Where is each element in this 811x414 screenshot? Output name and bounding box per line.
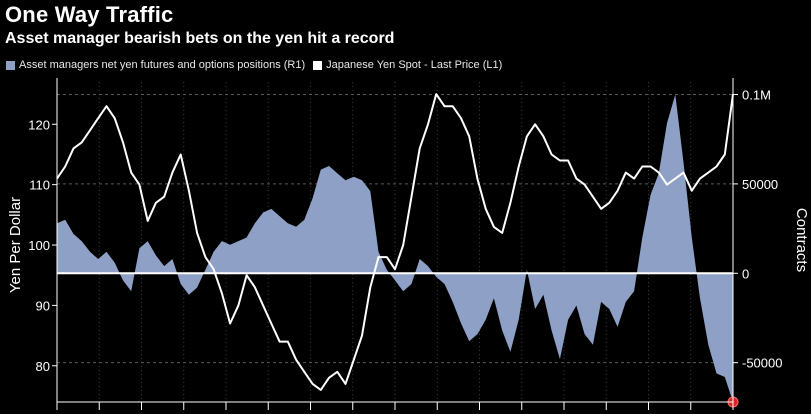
left-tick-label: 110 (29, 178, 50, 193)
right-tick-label: 50000 (742, 177, 778, 192)
left-tick-label: 100 (28, 238, 50, 253)
left-axis-title: Yen Per Dollar (7, 197, 24, 293)
chart-subtitle: Asset manager bearish bets on the yen hi… (5, 30, 395, 47)
legend-label-positions: Asset managers net yen futures and optio… (19, 59, 306, 71)
right-axis-title: Contracts (793, 208, 810, 272)
right-tick-label: -50000 (742, 356, 782, 371)
left-tick-label: 90 (36, 298, 50, 313)
left-tick-label: 80 (36, 359, 50, 374)
left-tick-label: 120 (28, 117, 50, 132)
legend-swatch-positions (6, 60, 15, 70)
series-line-yen-spot (56, 93, 734, 391)
series-area-positions (57, 94, 733, 402)
legend-label-yen-spot: Japanese Yen Spot - Last Price (L1) (326, 59, 503, 71)
legend-swatch-yen-spot (313, 60, 323, 70)
legend: Asset managers net yen futures and optio… (6, 59, 502, 71)
right-tick-label: 0.1M (742, 88, 771, 103)
right-tick-label: 0 (742, 266, 749, 281)
chart-title: One Way Traffic (5, 2, 174, 27)
